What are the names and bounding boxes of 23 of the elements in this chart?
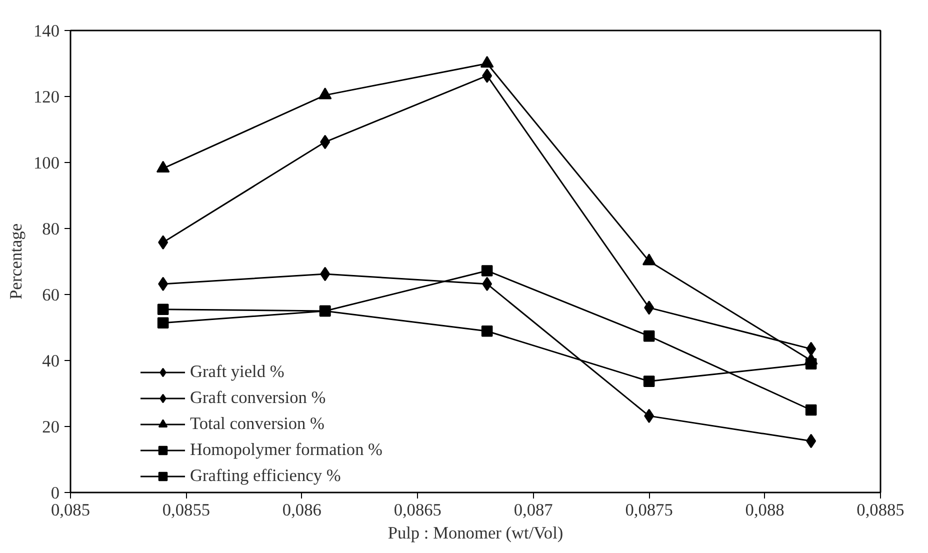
y-tick-label: 120 [34,88,60,106]
x-tick-label: 0,088 [745,500,784,520]
x-tick-label: 0,0875 [625,500,673,520]
x-tick-label: 0,0855 [162,500,210,520]
x-tick-label: 0,087 [514,500,554,520]
x-tick-label: 0,086 [282,500,322,520]
y-tick-label: 20 [42,418,60,436]
y-tick-label: 40 [42,352,60,370]
y-tick-label: 0 [50,484,60,502]
legend-label: Graft conversion % [190,388,326,408]
legend-label: Grafting efficiency % [190,466,341,486]
y-tick-label: 60 [42,286,60,304]
y-tick-label: 100 [34,154,60,172]
y-tick-label: 140 [34,22,60,40]
x-tick-label: 0,0865 [394,500,442,520]
legend-label: Graft yield % [190,362,284,382]
x-axis-title: Pulp : Monomer (wt/Vol) [388,524,564,542]
y-axis-title: Percentage [6,223,26,300]
x-tick-label: 0,085 [51,500,90,520]
legend-label: Total conversion % [190,414,324,434]
legend-label: Homopolymer formation % [190,440,382,460]
x-tick-label: 0,0885 [856,500,904,520]
y-tick-label: 80 [42,220,60,238]
